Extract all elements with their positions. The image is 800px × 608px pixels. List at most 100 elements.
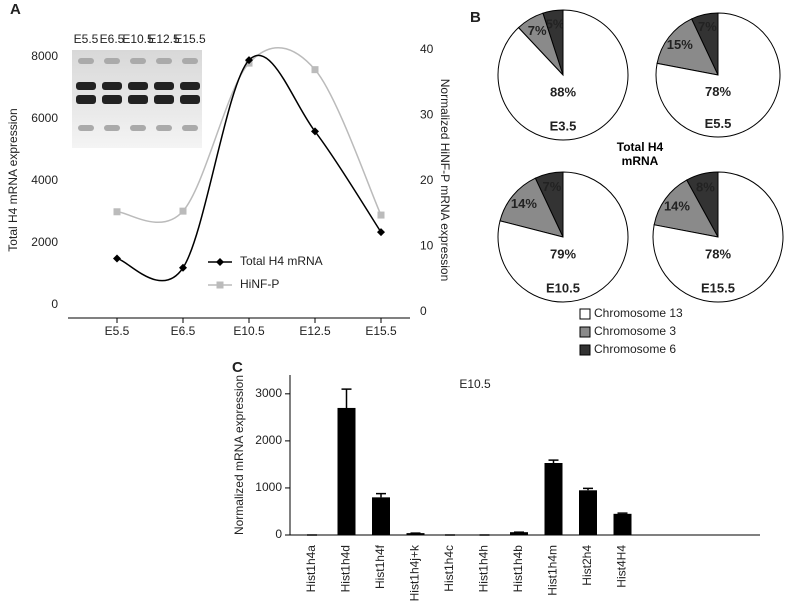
x-tick-label: Hist1h4c xyxy=(442,545,456,592)
pie-value-label: 7% xyxy=(528,23,547,38)
panel-label: C xyxy=(232,359,243,376)
point xyxy=(179,263,187,272)
pie-slice xyxy=(656,18,719,76)
point xyxy=(311,66,319,74)
y2-axis-label: Normalized HiNF-P mRNA expression xyxy=(438,79,452,282)
panel-label: B xyxy=(470,9,481,26)
pie-value-label: 7% xyxy=(543,179,562,194)
y-tick-label: 0 xyxy=(51,297,58,311)
bar xyxy=(337,407,356,535)
error-bar xyxy=(376,492,386,498)
pie-value-label: 79% xyxy=(550,247,576,262)
x-tick-label: Hist1h4h xyxy=(477,545,491,592)
x-tick-label: Hist1h4a xyxy=(304,545,318,593)
y-tick-label: 6000 xyxy=(31,111,58,125)
error-bar xyxy=(548,459,559,463)
pie-value-label: 15% xyxy=(667,37,693,52)
pie-slice xyxy=(497,9,629,141)
inset-label: E10.5 xyxy=(122,32,154,46)
inset-label: E12.5 xyxy=(148,32,180,46)
y2-tick-label: 30 xyxy=(420,108,434,122)
pie-title: Total H4 mRNA xyxy=(616,140,664,168)
legend-swatch xyxy=(579,326,591,338)
pie-slice xyxy=(655,12,781,138)
x-tick-label: Hist1h4b xyxy=(511,545,525,593)
y-tick-label: 2000 xyxy=(31,235,58,249)
bar xyxy=(544,463,563,535)
y-tick-label: 8000 xyxy=(31,49,58,63)
bar xyxy=(613,513,632,535)
y-tick-label: 0 xyxy=(275,527,282,541)
pie-value-label: 14% xyxy=(511,196,537,211)
pie-name: E5.5 xyxy=(705,116,732,131)
pie-slice xyxy=(653,179,719,238)
inset-label: E5.5 xyxy=(74,32,99,46)
x-tick-label: E12.5 xyxy=(299,324,331,338)
pie-slice xyxy=(497,171,629,303)
panel-label: A xyxy=(10,1,21,18)
annotation: E10.5 xyxy=(459,377,491,391)
x-tick-label: Hist4H4 xyxy=(615,545,629,588)
legend-marker xyxy=(216,281,224,289)
y-tick-label: 4000 xyxy=(31,173,58,187)
pie-title-box: Total H4 mRNA xyxy=(616,140,664,168)
y-tick-label: 3000 xyxy=(255,386,282,400)
pie-value-label: 5% xyxy=(546,16,565,31)
bar xyxy=(579,490,597,535)
x-tick-label: E5.5 xyxy=(105,324,130,338)
x-tick-label: E15.5 xyxy=(365,324,397,338)
pie-slice xyxy=(499,177,564,238)
legend-swatch xyxy=(579,308,591,320)
inset-label: E6.5 xyxy=(100,32,125,46)
point xyxy=(113,208,121,216)
x-tick-label: E6.5 xyxy=(171,324,196,338)
y-axis-label: Normalized mRNA expression xyxy=(232,375,246,535)
y2-tick-label: 40 xyxy=(420,42,434,56)
pie-value-label: 7% xyxy=(698,19,717,34)
bar xyxy=(510,532,528,535)
y2-tick-label: 0 xyxy=(420,304,427,318)
legend-label: Chromosome 6 xyxy=(594,342,676,356)
legend-marker xyxy=(216,258,224,266)
point xyxy=(377,228,385,237)
legend-label: Total H4 mRNA xyxy=(240,254,323,268)
bar xyxy=(372,497,390,535)
gel-inset xyxy=(72,50,202,148)
legend-swatch xyxy=(579,344,591,356)
legend-label: HiNF-P xyxy=(240,277,279,291)
y-tick-label: 1000 xyxy=(255,480,282,494)
pie-name: E10.5 xyxy=(546,280,580,295)
error-bar xyxy=(617,512,628,514)
x-tick-label: E10.5 xyxy=(233,324,265,338)
pie-slice xyxy=(652,171,784,303)
x-tick-label: Hist1h4f xyxy=(373,544,387,589)
legend-label: Chromosome 13 xyxy=(594,306,683,320)
bar xyxy=(406,533,425,535)
pie-value-label: 88% xyxy=(550,85,576,100)
pie-value-label: 14% xyxy=(664,199,690,214)
legend-label: Chromosome 3 xyxy=(594,324,676,338)
x-tick-label: Hist1h4j+k xyxy=(408,544,422,601)
pie-name: E3.5 xyxy=(550,118,577,133)
y-tick-label: 2000 xyxy=(255,433,282,447)
inset-label: E15.5 xyxy=(174,32,206,46)
y2-tick-label: 10 xyxy=(420,239,434,253)
y2-tick-label: 20 xyxy=(420,173,434,187)
pie-value-label: 8% xyxy=(696,179,715,194)
x-tick-label: Hist1h4d xyxy=(339,545,353,592)
error-bar xyxy=(341,388,352,408)
x-tick-label: Hist1h4m xyxy=(546,545,560,596)
series-line xyxy=(116,54,382,282)
point xyxy=(113,254,121,263)
pie-value-label: 78% xyxy=(705,84,731,99)
point xyxy=(179,207,187,215)
pie-value-label: 78% xyxy=(705,247,731,262)
point xyxy=(377,211,385,219)
point xyxy=(311,127,319,136)
error-bar xyxy=(583,487,593,491)
x-tick-label: Hist2h4 xyxy=(580,545,594,586)
y-axis-label: Total H4 mRNA expression xyxy=(6,108,20,251)
pie-name: E15.5 xyxy=(701,280,735,295)
point xyxy=(245,56,253,65)
